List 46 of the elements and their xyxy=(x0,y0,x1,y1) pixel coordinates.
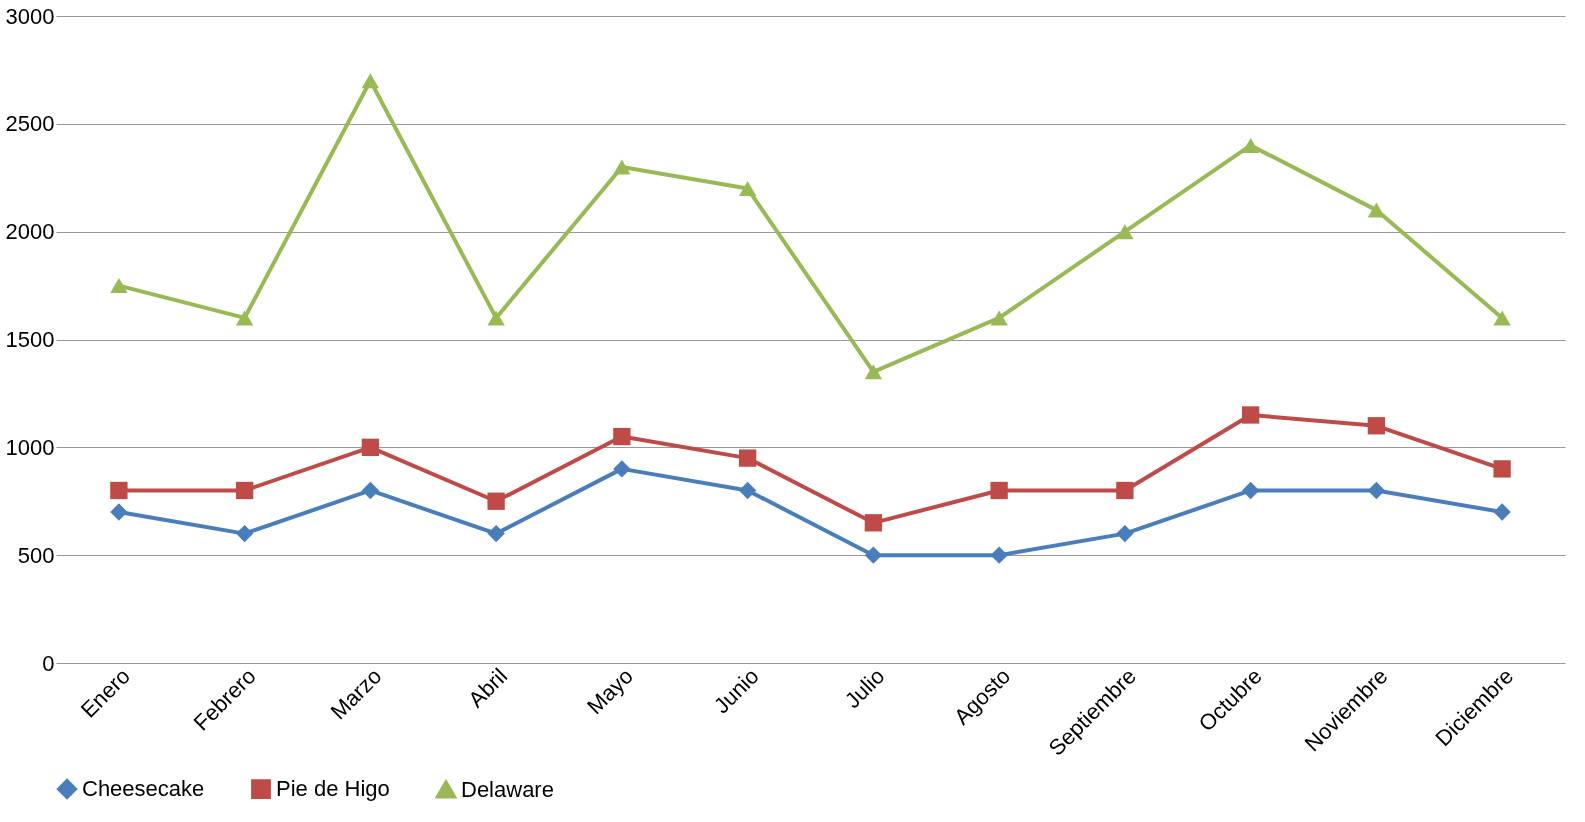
point xyxy=(1116,481,1134,500)
point xyxy=(1241,137,1260,153)
legend-label: Delaware xyxy=(461,776,554,802)
y-tick-label: 500 xyxy=(17,542,55,568)
point xyxy=(235,481,254,500)
point xyxy=(1116,524,1134,543)
point xyxy=(990,546,1008,564)
point xyxy=(487,310,505,326)
point xyxy=(235,310,254,326)
point xyxy=(1241,481,1260,500)
point xyxy=(361,73,380,89)
y-tick-label: 0 xyxy=(42,650,55,676)
point xyxy=(738,481,757,500)
point xyxy=(110,481,128,500)
point xyxy=(1493,460,1511,478)
y-tick-label: 1000 xyxy=(5,434,55,460)
point xyxy=(361,438,380,456)
point xyxy=(1493,310,1511,326)
point xyxy=(361,481,380,500)
legend-label: Cheesecake xyxy=(82,776,205,802)
point xyxy=(738,181,757,197)
point xyxy=(110,278,128,294)
y-tick-label: 1500 xyxy=(5,327,55,352)
point xyxy=(487,492,505,510)
point xyxy=(864,364,883,380)
point xyxy=(1367,417,1386,435)
point xyxy=(1241,406,1260,424)
legend-label: Pie de Higo xyxy=(276,776,390,802)
y-tick-label: 3000 xyxy=(5,3,55,29)
y-tick-label: 2500 xyxy=(5,111,55,137)
point xyxy=(235,524,254,543)
point xyxy=(487,524,505,543)
x-tick-label: Julio xyxy=(839,663,890,714)
point xyxy=(110,503,128,521)
point xyxy=(613,427,631,446)
point xyxy=(864,514,883,532)
point xyxy=(864,546,883,564)
point xyxy=(1367,481,1386,500)
point xyxy=(613,159,631,175)
point xyxy=(990,481,1008,500)
y-tick-label: 2000 xyxy=(5,219,55,245)
point xyxy=(990,310,1008,326)
point xyxy=(613,460,631,478)
point xyxy=(738,449,757,467)
point xyxy=(1116,224,1134,240)
point xyxy=(1493,503,1511,521)
